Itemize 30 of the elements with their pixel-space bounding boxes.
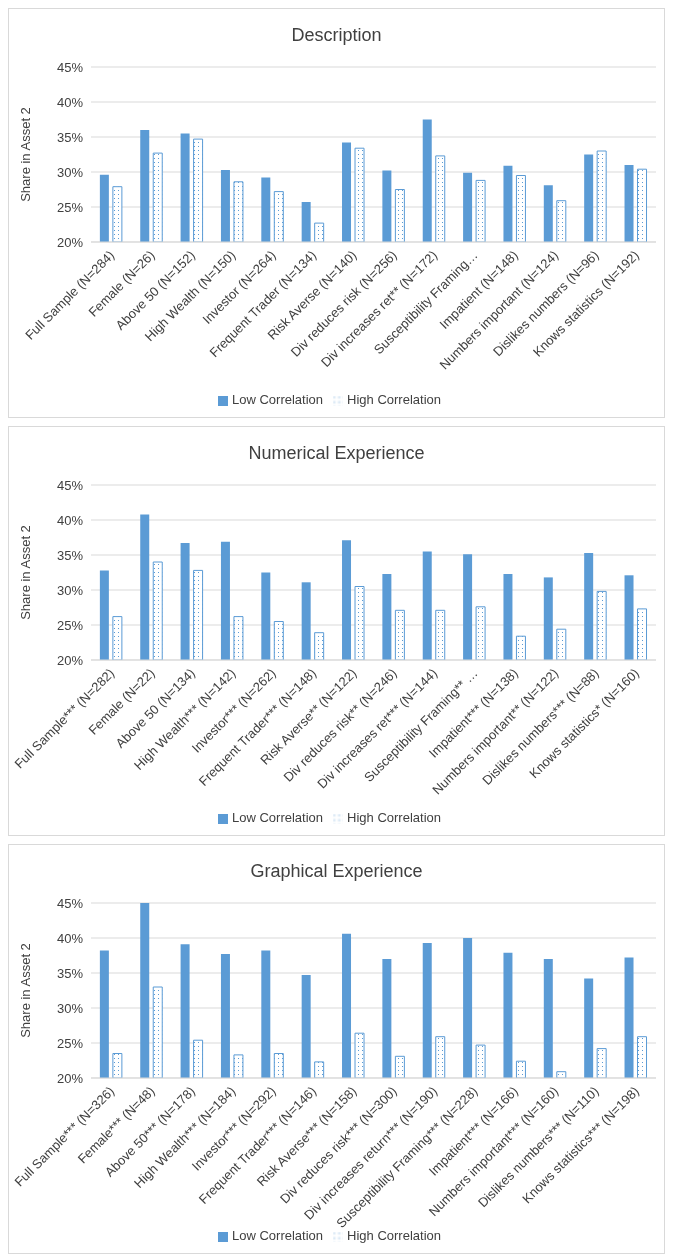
y-tick-label: 20% <box>56 234 84 250</box>
legend-label: Low Correlation <box>232 392 324 407</box>
y-tick-label: 25% <box>56 1035 84 1051</box>
y-tick-label: 35% <box>56 965 84 981</box>
y-tick-label: 30% <box>56 582 84 598</box>
legend-label: Low Correlation <box>232 1228 324 1243</box>
chart-title: Description <box>290 25 383 46</box>
y-tick-label: 40% <box>56 94 84 110</box>
y-tick-label: 40% <box>56 930 84 946</box>
y-axis-title: Share in Asset 2 <box>17 943 33 1038</box>
legend-label: High Correlation <box>347 392 441 407</box>
y-tick-label: 35% <box>56 129 84 145</box>
y-tick-label: 30% <box>56 164 84 180</box>
y-axis-title: Share in Asset 2 <box>17 107 33 202</box>
chart-title: Numerical Experience <box>247 443 426 464</box>
legend-label: Low Correlation <box>232 810 324 825</box>
y-tick-label: 30% <box>56 1000 84 1016</box>
y-tick-label: 40% <box>56 512 84 528</box>
legend-label: High Correlation <box>347 810 441 825</box>
y-tick-label: 45% <box>56 895 84 911</box>
chart-title: Graphical Experience <box>249 861 424 882</box>
legend-label: High Correlation <box>347 1228 441 1243</box>
y-tick-label: 25% <box>56 617 84 633</box>
y-tick-label: 35% <box>56 547 84 563</box>
y-tick-label: 25% <box>56 199 84 215</box>
y-axis-title: Share in Asset 2 <box>17 525 33 620</box>
y-tick-label: 45% <box>56 59 84 75</box>
y-tick-label: 45% <box>56 477 84 493</box>
y-tick-label: 20% <box>56 652 84 668</box>
y-tick-label: 20% <box>56 1070 84 1086</box>
